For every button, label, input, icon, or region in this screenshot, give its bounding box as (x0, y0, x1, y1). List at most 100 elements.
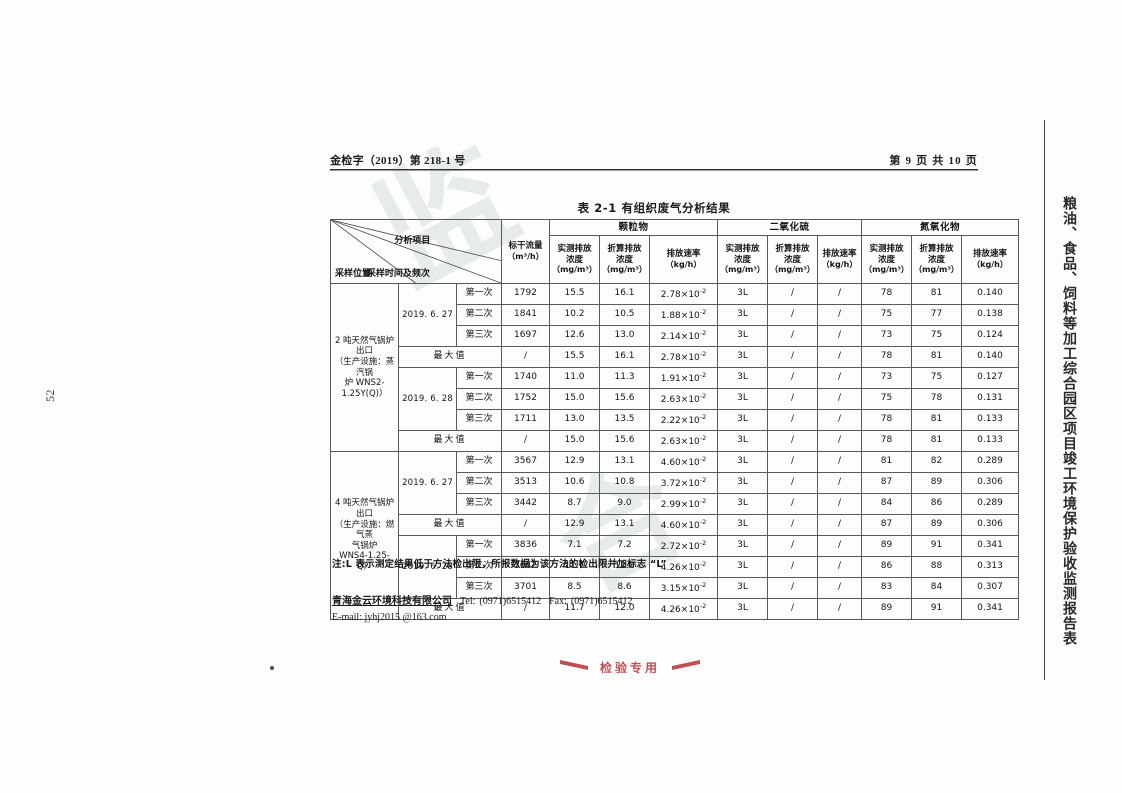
corner-label-sampling-position: 采样位置 (335, 268, 372, 279)
seal-wing-left-icon (560, 660, 588, 670)
cell-standard-dry-flow: 3442 (501, 493, 550, 515)
cell-nox-emission-rate: 0.138 (961, 304, 1019, 326)
table-row-max: 最大值/15.0 15.6 2.63×10-2 3L //78 81 0.133 (331, 430, 1019, 452)
footer-line-2: E-mail: jyhj2015 @163.com (332, 610, 633, 626)
cell-pm-converted-conc: 15.6 (599, 430, 650, 452)
cell-so2-converted-conc: / (767, 430, 818, 452)
cell-pm-emission-rate: 3.72×10-2 (649, 472, 718, 494)
cell-sampling-sequence: 第二次 (456, 388, 502, 410)
cell-nox-measured-conc: 78 (861, 346, 912, 368)
cell-nox-emission-rate: 0.289 (961, 493, 1019, 515)
header-divider (330, 169, 978, 171)
results-table-container: 分析项目 采样位置 采样时间及频次 标干流量 （m³/h） 颗粒物 二氧化硫 氮… (330, 219, 1019, 620)
cell-pm-converted-conc: 15.6 (599, 388, 650, 410)
cell-so2-measured-conc: 3L (717, 451, 768, 473)
cell-nox-measured-conc: 73 (861, 367, 912, 389)
cell-pm-converted-conc: 9.0 (599, 493, 650, 515)
table-row: 2 吨天然气锅炉出口 （生产设施：蒸汽锅炉 WNS2-1.25Y(Q)） 2019.… (330, 283, 1019, 452)
cell-nox-emission-rate: 0.341 (961, 598, 1019, 620)
header-so2-emission-rate: 排放速率 （kg/h） (817, 235, 862, 284)
cell-nox-measured-conc: 84 (861, 493, 912, 515)
cell-so2-converted-conc: / (767, 325, 818, 347)
table-row: 第二次 1841 10.2 10.5 1.88×10-2 3L //75 77 0.138 (331, 304, 1019, 326)
cell-nox-converted-conc: 89 (911, 472, 962, 494)
cell-so2-measured-conc: 3L (717, 367, 768, 389)
cell-pm-measured-conc: 8.7 (549, 493, 600, 515)
cell-max-label: 最大值 (398, 346, 502, 368)
cell-pm-emission-rate: 1.88×10-2 (649, 304, 718, 326)
cell-pm-converted-conc: 7.2 (599, 535, 650, 557)
cell-nox-emission-rate: 0.140 (961, 346, 1019, 368)
table-row: 第二次 3513 10.6 10.8 3.72×10-2 3L //87 89 0.306 (331, 472, 1019, 494)
seal-text: 检验专用 (599, 661, 660, 675)
sub-header-row: 实测排放 浓度 （mg/m³） 折算排放 浓度 （mg/m³） 排放速率 （kg… (331, 235, 1019, 284)
cell-nox-converted-conc: 81 (911, 409, 962, 431)
corner-label-analysis-item: 分析项目 (394, 236, 431, 246)
cell-pm-measured-conc: 10.2 (549, 304, 600, 326)
corner-diagonal-lines-icon (331, 220, 501, 283)
header-nox-converted-conc: 折算排放 浓度 （mg/m³） (911, 235, 962, 284)
stray-ink-dot (270, 666, 274, 670)
cell-nox-measured-conc: 78 (861, 283, 912, 305)
fax-label: Fax: (549, 596, 567, 607)
cell-so2-emission-rate: / (817, 451, 862, 473)
cell-so2-emission-rate: / (817, 598, 862, 620)
cell-pm-measured-conc: 12.9 (549, 451, 600, 473)
cell-sampling-sequence: 第三次 (456, 409, 502, 431)
cell-nox-measured-conc: 87 (861, 472, 912, 494)
table-row: 第三次 1697 12.6 13.0 2.14×10-2 3L //73 75 0.124 (331, 325, 1019, 347)
table-row: 第三次 3442 8.7 9.0 2.99×10-2 3L //84 86 0.289 (331, 493, 1019, 515)
cell-so2-emission-rate: / (817, 283, 862, 305)
cell-nox-converted-conc: 88 (911, 556, 962, 578)
cell-pm-measured-conc: 13.0 (549, 409, 600, 431)
table-row: 第二次 3642 11.7 12.0 4.26×10-2 3L //86 88 0.313 (331, 556, 1019, 578)
cell-so2-measured-conc: 3L (717, 430, 768, 452)
cell-standard-dry-flow: / (501, 346, 550, 368)
cell-nox-converted-conc: 81 (911, 283, 962, 305)
cell-nox-converted-conc: 84 (911, 577, 962, 599)
header-pm-measured-conc: 实测排放 浓度 （mg/m³） (549, 235, 600, 284)
cell-so2-emission-rate: / (817, 388, 862, 410)
cell-pm-measured-conc: 7.1 (549, 535, 600, 557)
table-footnote: 注:L 表示测定结果低于方法检出限，所报数据为该方法的检出限并加标志 “L” (332, 559, 667, 570)
cell-so2-converted-conc: / (767, 367, 818, 389)
cell-sampling-position: 4 吨天然气锅炉出口 （生产设施：燃气蒸 气锅炉 WNS4-1.25-Q） (330, 451, 399, 620)
cell-standard-dry-flow: / (501, 514, 550, 536)
cell-so2-measured-conc: 3L (717, 556, 768, 578)
cell-standard-dry-flow: 3836 (501, 535, 550, 557)
header-pm-converted-conc: 折算排放 浓度 （mg/m³） (599, 235, 650, 284)
sampling-position-line: （生产设施：蒸汽锅 (334, 356, 395, 378)
cell-standard-dry-flow: 3567 (501, 451, 550, 473)
cell-standard-dry-flow: / (501, 430, 550, 452)
cell-sampling-date: 2019. 6. 27 (398, 451, 457, 515)
cell-pm-emission-rate: 2.63×10-2 (649, 388, 718, 410)
header-so2-converted-conc: 折算排放 浓度 （mg/m³） (767, 235, 818, 284)
footer-line-1: 青海金云环境科技有限公司 Tel: (0971)6515412 Fax: (0971)6… (332, 594, 633, 610)
sampling-position-line: 4 吨天然气锅炉出口 (334, 498, 395, 519)
cell-so2-measured-conc: 3L (717, 577, 768, 599)
cell-pm-emission-rate: 2.78×10-2 (649, 346, 718, 368)
cell-sampling-date: 2019. 6. 28 (398, 535, 457, 599)
cell-standard-dry-flow: 3513 (501, 472, 550, 494)
cell-nox-emission-rate: 0.133 (961, 430, 1019, 452)
cell-so2-emission-rate: / (817, 367, 862, 389)
cell-pm-measured-conc: 15.0 (549, 388, 600, 410)
sampling-position-line: WNS4-1.25-Q） (339, 551, 390, 573)
cell-so2-emission-rate: / (817, 493, 862, 515)
cell-nox-converted-conc: 91 (911, 598, 962, 620)
cell-sampling-date: 2019. 6. 28 (398, 367, 457, 431)
cell-nox-emission-rate: 0.289 (961, 451, 1019, 473)
cell-nox-measured-conc: 75 (861, 304, 912, 326)
cell-so2-measured-conc: 3L (717, 388, 768, 410)
cell-nox-emission-rate: 0.124 (961, 325, 1019, 347)
group-header-nitrogen-oxides: 氮氧化物 (861, 219, 1019, 236)
cell-pm-converted-conc: 13.0 (599, 325, 650, 347)
cell-so2-converted-conc: / (767, 304, 818, 326)
cell-so2-converted-conc: / (767, 598, 818, 620)
cell-sampling-sequence: 第二次 (456, 472, 502, 494)
cell-pm-converted-conc: 13.1 (599, 514, 650, 536)
table-row: 2019. 6. 28 第一次 3836 7.1 7.2 2.72×10-2 3L //89 9… (331, 535, 1019, 599)
cell-so2-converted-conc: / (767, 493, 818, 515)
cell-nox-converted-conc: 82 (911, 451, 962, 473)
